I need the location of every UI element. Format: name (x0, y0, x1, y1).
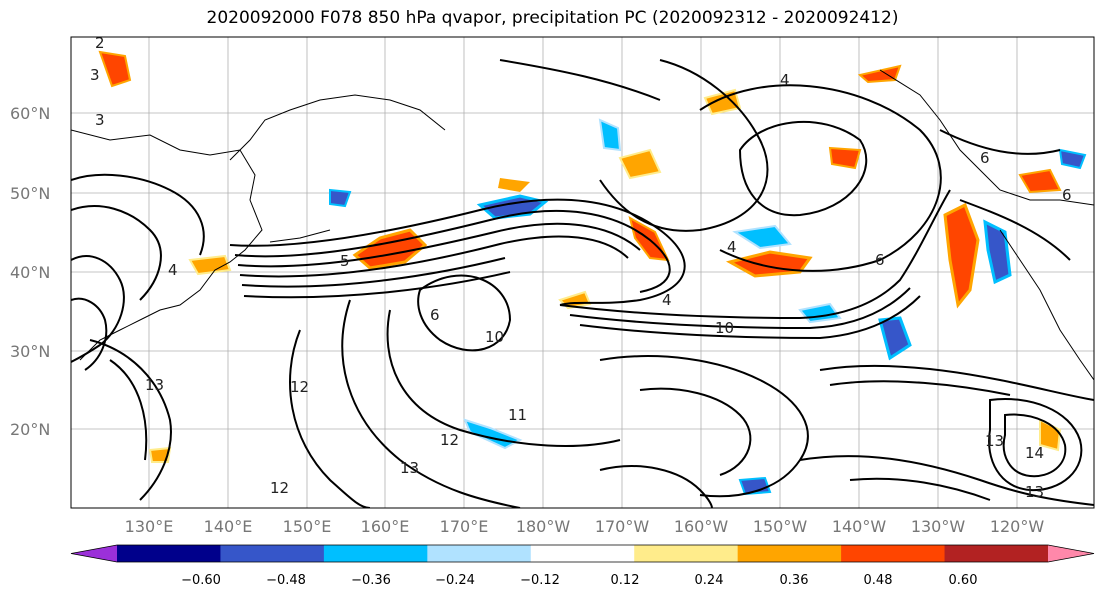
map-content: 2 3 3 4 4 5 6 6 6 4 10 10 11 12 12 13 13… (71, 34, 1094, 508)
contour-label: 13 (400, 459, 419, 477)
map-title: 2020092000 F078 850 hPa qvapor, precipit… (206, 8, 899, 28)
contour-label: 13 (145, 376, 164, 394)
lat-label: 30°N (10, 342, 50, 361)
lon-label: 160°E (361, 517, 410, 536)
lon-label: 170°E (440, 517, 489, 536)
contour-label: 3 (90, 66, 100, 84)
map-background (71, 37, 1094, 508)
contour-label: 6 (430, 306, 440, 324)
colorbar-tick-label: −0.48 (266, 573, 306, 588)
lat-label: 40°N (10, 263, 50, 282)
colorbar-segment (323, 545, 428, 562)
contour-label: 12 (270, 479, 289, 497)
colorbar-tick-label: 0.36 (780, 573, 809, 588)
lat-labels: 60°N 50°N 40°N 30°N 20°N (10, 104, 50, 439)
contour-label: 6 (875, 251, 885, 269)
lon-label: 140°W (832, 517, 887, 536)
lat-label: 60°N (10, 104, 50, 123)
coastlines (71, 69, 1094, 381)
contour-label: 13 (985, 432, 1004, 450)
map-frame (70, 36, 1095, 509)
contour-label: 14 (1025, 444, 1044, 462)
colorbar-outline (70, 544, 1095, 563)
colorbar-tick-label: −0.36 (351, 573, 391, 588)
colorbar-segment (841, 545, 946, 562)
colorbar-tick-label: −0.60 (181, 573, 221, 588)
gridlines (71, 37, 1094, 508)
contour-label: 6 (980, 149, 990, 167)
contour-label: 4 (662, 291, 672, 309)
colorbar-segment (117, 545, 221, 562)
contour-label: 5 (340, 252, 350, 270)
colorbar-segment (530, 545, 635, 562)
contour-labels: 2 3 3 4 4 5 6 6 6 4 10 10 11 12 12 13 13… (90, 34, 1072, 501)
colorbar-tick-label: 0.60 (949, 573, 978, 588)
lon-label: 130°E (125, 517, 174, 536)
contour-label: 4 (168, 261, 178, 279)
lon-label: 140°E (204, 517, 253, 536)
colorbar-segment (944, 545, 1049, 562)
contour-label: 10 (485, 328, 504, 346)
contour-label: 12 (440, 431, 459, 449)
contour-label: 11 (508, 406, 527, 424)
colorbar-segment (634, 545, 739, 562)
colorbar-tick-label: 0.12 (611, 573, 640, 588)
colorbar (70, 544, 1095, 563)
contour-label: 4 (780, 71, 790, 89)
lat-label: 50°N (10, 184, 50, 203)
qvapor-contours (71, 59, 1094, 508)
lon-label: 180°W (516, 517, 571, 536)
colorbar-tick-labels: −0.60 −0.48 −0.36 −0.24 −0.12 0.12 0.24 … (181, 573, 977, 588)
lon-label: 160°W (674, 517, 729, 536)
contour-label: 13 (1025, 483, 1044, 501)
lon-labels: 130°E 140°E 150°E 160°E 170°E 180°W 170°… (125, 517, 1045, 536)
lon-label: 150°E (283, 517, 332, 536)
colorbar-segment (427, 545, 532, 562)
colorbar-tick-label: −0.24 (435, 573, 475, 588)
lat-label: 20°N (10, 420, 50, 439)
contour-label: 3 (95, 111, 105, 129)
lon-label: 130°W (911, 517, 966, 536)
contour-label: 6 (1062, 186, 1072, 204)
colorbar-segment (71, 545, 117, 562)
lon-label: 170°W (595, 517, 650, 536)
colorbar-segment (737, 545, 842, 562)
contour-label: 12 (290, 378, 309, 396)
contour-label: 10 (715, 319, 734, 337)
colorbar-segment (220, 545, 325, 562)
contour-label: 2 (95, 34, 105, 52)
lon-label: 120°W (990, 517, 1045, 536)
colorbar-tick-label: −0.12 (520, 573, 560, 588)
colorbar-tick-label: 0.24 (695, 573, 724, 588)
colorbar-tick-label: 0.48 (864, 573, 893, 588)
lon-label: 150°W (753, 517, 808, 536)
contour-label: 4 (727, 238, 737, 256)
colorbar-segment (1048, 545, 1094, 562)
